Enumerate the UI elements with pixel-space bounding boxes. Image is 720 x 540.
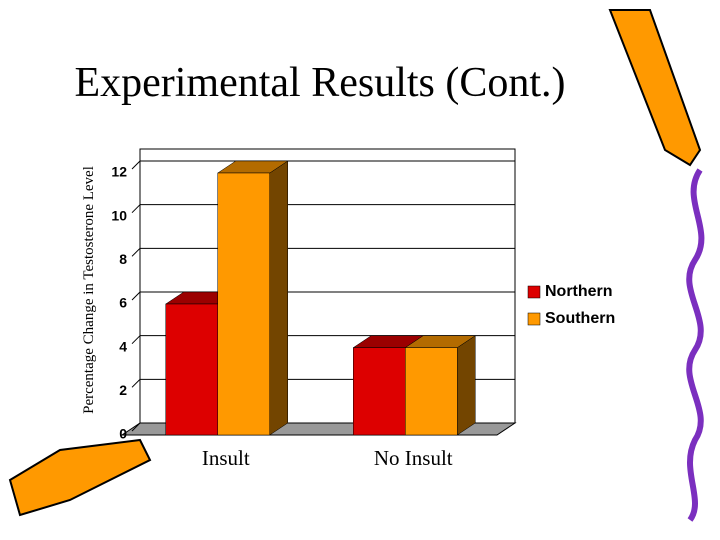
tick-mark xyxy=(131,247,141,257)
tick-mark xyxy=(131,422,141,432)
tick-mark xyxy=(131,291,141,301)
legend-label: Southern xyxy=(545,310,615,327)
bar-front xyxy=(217,172,270,436)
tick-mark xyxy=(131,378,141,388)
y-tick-label: 8 xyxy=(119,251,127,267)
x-tick-label: Insult xyxy=(202,446,250,470)
tick-mark xyxy=(131,204,141,214)
decoration xyxy=(8,9,705,522)
bar-side xyxy=(457,335,476,436)
legend-swatch xyxy=(527,312,541,326)
tick-mark xyxy=(131,335,141,345)
bar-side xyxy=(269,160,288,436)
bar-front xyxy=(165,303,218,436)
slide-title: Experimental Results (Cont.) xyxy=(74,60,565,106)
y-tick-label: 2 xyxy=(119,382,127,398)
legend-swatch xyxy=(527,285,541,299)
bar xyxy=(404,335,477,436)
x-tick-label: No Insult xyxy=(374,446,453,470)
y-tick-label: 6 xyxy=(119,295,127,311)
bar xyxy=(216,160,289,436)
y-axis-label: Percentage Change in Testosterone Level xyxy=(81,166,97,414)
plot-area: 0 2 4 6 8 10 12 Insult No Insult Northern Southern xyxy=(111,148,615,470)
tick-mark xyxy=(131,160,141,170)
y-tick-label: 10 xyxy=(111,207,127,223)
legend-label: Northern xyxy=(545,283,613,300)
y-tick-label: 12 xyxy=(111,164,127,180)
bar-front xyxy=(353,347,406,436)
y-tick-label: 4 xyxy=(119,338,127,354)
y-tick-label: 0 xyxy=(119,426,127,442)
bar-front xyxy=(405,347,458,436)
